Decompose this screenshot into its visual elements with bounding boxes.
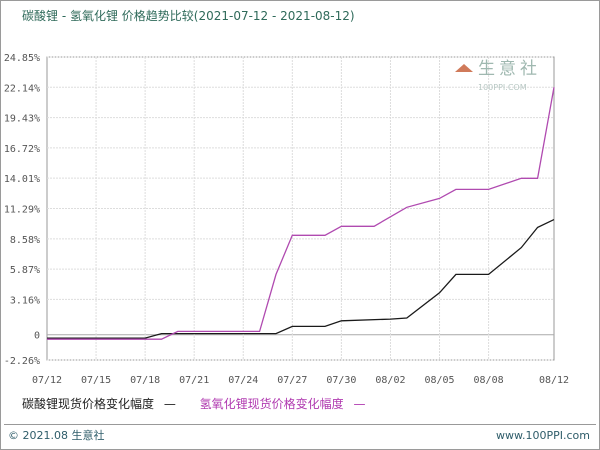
legend-mark-hydroxide: — [353,397,366,411]
legend-label-hydroxide: 氢氧化锂现货价格变化幅度 [199,397,344,411]
series-line-carbonate [47,219,555,339]
x-tick-label: 07/15 [81,375,111,386]
x-tick-label: 07/24 [228,375,258,386]
y-tick-label: 11.29% [4,205,40,216]
x-tick-label: 07/12 [32,375,62,386]
y-tick-label: 19.43% [4,114,40,125]
x-tick-label: 08/12 [539,375,569,386]
x-tick-label: 08/08 [474,375,504,386]
y-tick-label: 8.58% [10,235,40,246]
legend-mark-carbonate: — [163,397,176,411]
y-tick-label: 16.72% [4,144,40,155]
y-tick-label: 5.87% [10,265,40,276]
y-tick-label: 24.85% [4,53,40,64]
legend-label-carbonate: 碳酸锂现货价格变化幅度 [22,397,155,411]
line-chart: 24.85% 22.14% 19.43% 16.72% 14.01% 11.29% 8.58… [4,53,569,386]
y-tick-label: -2.26% [4,356,40,367]
x-tick-label: 07/30 [326,375,356,386]
footer-url[interactable]: www.100PPI.com [496,429,590,442]
x-tick-label: 08/02 [375,375,405,386]
series-line-hydroxide [47,87,555,340]
x-tick-label: 07/27 [277,375,307,386]
y-tick-label: 0 [34,331,40,342]
legend: 碳酸锂现货价格变化幅度 — 氢氧化锂现货价格变化幅度 — [22,397,372,411]
x-tick-label: 08/05 [424,375,454,386]
x-tick-label: 07/21 [179,375,209,386]
watermark-logo-icon [455,64,473,72]
x-tick-label: 07/18 [130,375,160,386]
footer-copyright: © 2021.08 生意社 [8,429,105,442]
y-tick-label: 14.01% [4,174,40,185]
chart-title: 碳酸锂 - 氢氧化锂 价格趋势比较(2021-07-12 - 2021-08-1… [22,9,355,23]
y-tick-label: 22.14% [4,83,40,94]
footer-divider [4,424,596,425]
watermark-url: 100PPI.COM [478,83,527,92]
watermark-text: 生意社 [478,59,541,79]
y-tick-label: 3.16% [10,295,40,306]
